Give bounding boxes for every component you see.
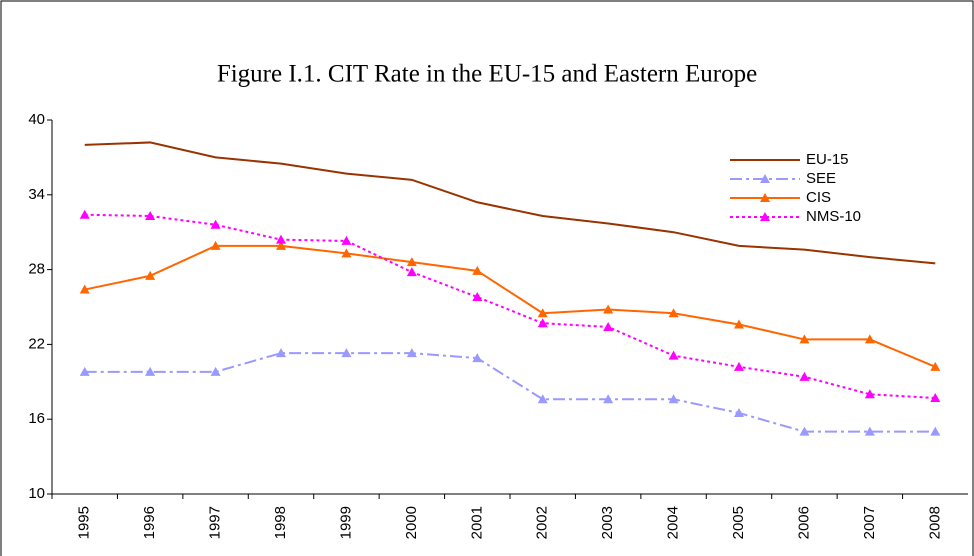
point bbox=[537, 308, 548, 318]
point bbox=[276, 240, 286, 250]
point bbox=[210, 366, 221, 376]
point bbox=[79, 209, 90, 219]
x-tick-label: 2000 bbox=[403, 506, 420, 539]
x-tick-label: 2001 bbox=[468, 506, 485, 539]
point bbox=[799, 371, 810, 381]
point bbox=[603, 321, 614, 331]
x-tick-label: 2008 bbox=[926, 506, 943, 539]
point bbox=[799, 334, 810, 344]
point bbox=[341, 348, 352, 358]
x-tick-label: 2004 bbox=[665, 506, 682, 539]
point bbox=[603, 304, 614, 314]
x-tick-label: 1997 bbox=[207, 506, 224, 539]
point bbox=[79, 366, 90, 376]
y-tick-label: 22 bbox=[28, 335, 45, 352]
point bbox=[341, 235, 352, 245]
legend-label: CIS bbox=[806, 189, 831, 206]
x-tick-label: 1999 bbox=[337, 506, 354, 539]
series-line bbox=[84, 244, 936, 368]
y-tick-label: 10 bbox=[28, 485, 45, 502]
point bbox=[537, 394, 548, 404]
legend-label: SEE bbox=[806, 170, 836, 187]
point bbox=[145, 270, 156, 280]
point bbox=[864, 426, 875, 436]
point bbox=[734, 407, 744, 417]
x-tick-label: 2006 bbox=[795, 506, 812, 539]
point bbox=[145, 210, 156, 220]
point bbox=[210, 219, 221, 229]
point bbox=[145, 366, 156, 376]
point bbox=[930, 426, 941, 436]
point bbox=[603, 394, 614, 404]
legend-marker bbox=[760, 174, 770, 183]
point bbox=[734, 319, 744, 329]
point bbox=[799, 426, 810, 436]
point bbox=[537, 318, 548, 328]
point bbox=[668, 350, 679, 360]
point bbox=[668, 308, 679, 318]
point bbox=[930, 393, 941, 403]
y-tick-label: 28 bbox=[28, 261, 45, 278]
point bbox=[930, 361, 941, 371]
x-tick-label: 2005 bbox=[730, 506, 747, 539]
series-line bbox=[84, 352, 936, 433]
point bbox=[406, 267, 417, 277]
series-line bbox=[84, 141, 936, 265]
y-tick-label: 40 bbox=[28, 111, 45, 128]
x-tick-label: 1998 bbox=[272, 506, 289, 539]
point bbox=[406, 257, 417, 267]
x-tick-label: 2003 bbox=[599, 506, 616, 539]
legend-label: NMS-10 bbox=[806, 208, 861, 225]
point bbox=[472, 353, 483, 363]
point bbox=[406, 348, 417, 358]
legend-marker bbox=[760, 212, 770, 221]
point bbox=[734, 361, 744, 371]
point bbox=[472, 292, 483, 302]
legend-label: EU-15 bbox=[806, 151, 849, 168]
legend-marker bbox=[760, 193, 770, 202]
chart-title: Figure I.1. CIT Rate in the EU-15 and Ea… bbox=[217, 61, 757, 88]
point bbox=[341, 248, 352, 258]
point bbox=[668, 394, 679, 404]
y-tick-label: 34 bbox=[28, 186, 45, 203]
point bbox=[276, 234, 286, 244]
point bbox=[210, 240, 221, 250]
point bbox=[276, 348, 286, 358]
point bbox=[864, 334, 875, 344]
x-tick-label: 2007 bbox=[861, 506, 878, 539]
point bbox=[864, 389, 875, 399]
y-tick-label: 16 bbox=[28, 410, 45, 427]
point bbox=[472, 265, 483, 275]
x-tick-label: 2002 bbox=[534, 506, 551, 539]
x-tick-label: 1995 bbox=[76, 506, 93, 539]
x-tick-label: 1996 bbox=[141, 506, 158, 539]
point bbox=[79, 284, 90, 294]
